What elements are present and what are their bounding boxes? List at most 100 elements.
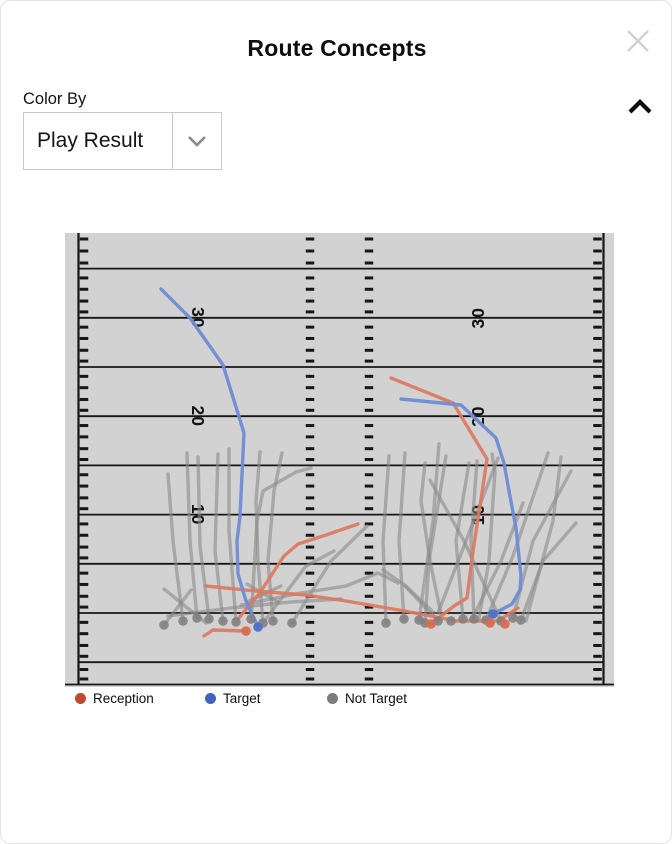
hash-mark: [593, 533, 602, 537]
hash-mark: [305, 276, 315, 280]
hash-mark: [364, 620, 374, 624]
route-start-dot[interactable]: [516, 615, 526, 625]
route-line[interactable]: [196, 455, 211, 621]
route-start-dot[interactable]: [218, 616, 228, 626]
close-button[interactable]: [626, 29, 650, 53]
hash-mark: [364, 276, 374, 280]
hash-mark: [364, 386, 374, 390]
hash-mark: [305, 643, 315, 647]
route-start-dot[interactable]: [268, 616, 278, 626]
hash-mark: [593, 556, 602, 560]
route-line[interactable]: [381, 568, 436, 615]
hash-mark: [305, 522, 315, 526]
route-line[interactable]: [159, 287, 260, 629]
chart-legend: Reception Target Not Target: [1, 691, 671, 709]
hash-mark: [305, 473, 315, 477]
color-by-dropdown[interactable]: Play Result: [23, 112, 222, 170]
route-start-dot[interactable]: [204, 614, 214, 624]
hash-mark: [364, 484, 374, 488]
route-line[interactable]: [397, 451, 407, 621]
hash-mark: [593, 287, 602, 291]
hash-mark: [305, 496, 315, 500]
route-line[interactable]: [381, 454, 391, 625]
hash-mark: [79, 484, 89, 488]
route-line[interactable]: [454, 461, 471, 621]
route-start-dot[interactable]: [508, 613, 518, 623]
page-title: Route Concepts: [247, 35, 427, 61]
hash-mark: [364, 249, 374, 253]
hash-mark: [364, 594, 374, 598]
hash-mark: [593, 545, 602, 549]
route-start-dot[interactable]: [399, 614, 409, 624]
route-start-dot[interactable]: [446, 616, 456, 626]
route-start-dot[interactable]: [231, 617, 241, 627]
reception-dot-icon: [75, 693, 86, 704]
route-line[interactable]: [236, 522, 360, 621]
hash-mark: [593, 237, 602, 241]
route-start-dot[interactable]: [178, 616, 188, 626]
hash-mark: [79, 507, 89, 511]
dropdown-caret-section: [172, 113, 221, 169]
route-start-dot[interactable]: [458, 614, 468, 624]
route-line[interactable]: [428, 478, 503, 623]
route-start-dot[interactable]: [381, 618, 391, 628]
hash-mark: [79, 408, 89, 412]
route-line[interactable]: [166, 472, 185, 623]
hash-mark: [364, 571, 374, 575]
route-line[interactable]: [436, 456, 500, 615]
yard-number: 30: [468, 307, 488, 328]
hash-mark: [593, 668, 602, 671]
hash-mark: [79, 325, 89, 329]
hash-mark: [593, 484, 602, 488]
hash-mark: [79, 457, 89, 461]
route-start-dot[interactable]: [485, 618, 495, 628]
hash-mark: [79, 386, 89, 390]
route-start-dot[interactable]: [241, 626, 251, 636]
route-line[interactable]: [202, 628, 248, 638]
route-start-dot[interactable]: [253, 622, 263, 632]
route-line[interactable]: [417, 442, 441, 622]
route-line[interactable]: [477, 452, 497, 620]
route-line[interactable]: [389, 376, 489, 626]
hash-mark: [593, 299, 602, 303]
hash-mark: [364, 605, 374, 609]
hash-mark: [593, 261, 602, 265]
hash-mark: [305, 287, 315, 291]
route-start-dot[interactable]: [469, 614, 479, 624]
route-line[interactable]: [185, 451, 199, 620]
hash-mark: [593, 374, 602, 378]
yard-number: 20: [188, 405, 208, 426]
route-line[interactable]: [484, 451, 550, 622]
route-line[interactable]: [162, 588, 193, 627]
hash-mark: [364, 374, 374, 378]
hash-mark: [593, 643, 602, 647]
hash-mark: [593, 348, 602, 352]
route-line[interactable]: [227, 447, 238, 624]
route-line[interactable]: [166, 597, 343, 618]
hash-mark: [364, 336, 374, 340]
hash-mark: [305, 447, 315, 451]
hash-mark: [305, 556, 315, 560]
route-line[interactable]: [524, 455, 563, 623]
hash-mark: [305, 249, 315, 253]
route-line[interactable]: [213, 452, 225, 623]
route-start-dot[interactable]: [192, 613, 202, 623]
route-start-dot[interactable]: [488, 609, 498, 619]
route-line[interactable]: [249, 466, 313, 624]
hash-mark: [364, 582, 374, 586]
collapse-button[interactable]: [627, 98, 653, 116]
hash-mark: [79, 261, 89, 265]
hash-mark: [593, 424, 602, 428]
route-line[interactable]: [469, 459, 479, 621]
route-start-dot[interactable]: [426, 619, 436, 629]
color-by-selected-value: Play Result: [37, 129, 144, 152]
hash-mark: [364, 435, 374, 439]
route-start-dot[interactable]: [287, 618, 297, 628]
route-line[interactable]: [419, 461, 443, 616]
hash-mark: [79, 249, 89, 253]
hash-mark: [305, 507, 315, 511]
route-start-dot[interactable]: [159, 620, 169, 630]
route-start-dot[interactable]: [500, 619, 510, 629]
route-start-dot[interactable]: [246, 614, 256, 624]
route-line[interactable]: [399, 397, 523, 616]
